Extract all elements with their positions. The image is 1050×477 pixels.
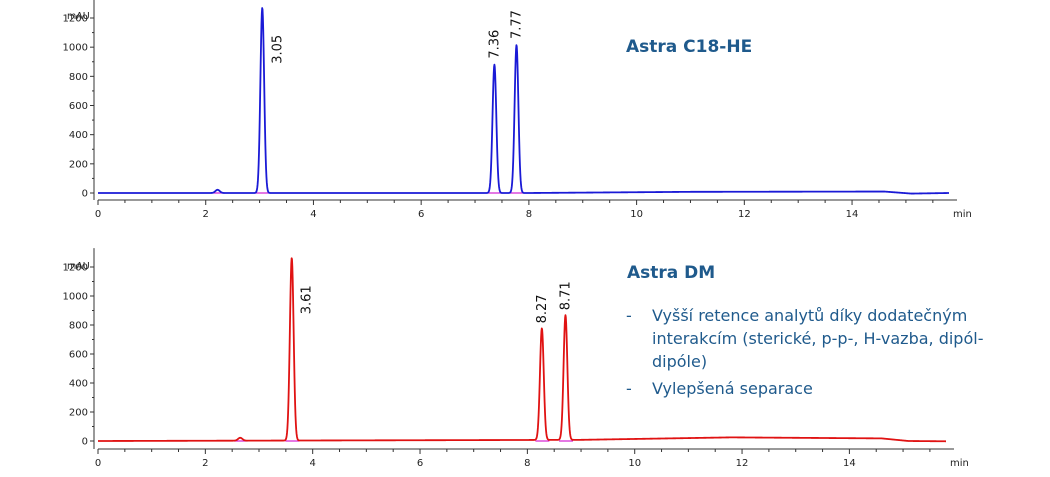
x-tick-label: 12: [738, 209, 751, 220]
x-tick-label: 6: [418, 209, 424, 220]
y-tick-label: 400: [69, 130, 88, 141]
y-tick-label: 0: [82, 437, 88, 448]
y-tick-label: 600: [69, 350, 88, 361]
y-tick-label: 1200: [63, 14, 88, 25]
note-item-separation: - Vylepšená separace: [626, 377, 1026, 401]
note-dash: -: [626, 379, 632, 398]
y-tick-label: 1200: [63, 263, 88, 274]
y-tick-label: 1000: [63, 292, 88, 303]
x-tick-label: 14: [846, 209, 859, 220]
x-axis-unit-label: min: [950, 458, 969, 469]
y-axis-unit-label: mAU: [67, 261, 90, 272]
y-tick-label: 600: [69, 101, 88, 112]
x-tick-label: 2: [203, 209, 209, 220]
y-tick-label: 1000: [63, 43, 88, 54]
x-tick-label: 6: [417, 458, 423, 469]
note-dash: -: [626, 306, 632, 325]
note-item-retention: - Vyšší retence analytů díky dodatečným …: [626, 304, 1026, 374]
peak-label: 7.77: [509, 10, 524, 39]
x-tick-label: 4: [309, 458, 315, 469]
x-tick-label: 8: [526, 209, 532, 220]
x-tick-label: 14: [843, 458, 856, 469]
x-tick-label: 2: [202, 458, 208, 469]
y-tick-label: 800: [69, 321, 88, 332]
note-text-separation: Vylepšená separace: [652, 379, 813, 398]
note-text-retention: Vyšší retence analytů díky dodatečným in…: [652, 306, 984, 371]
chromatogram-trace: [97, 7, 950, 195]
y-tick-label: 800: [69, 72, 88, 83]
peak-label: 7.36: [487, 30, 502, 59]
x-tick-label: 4: [310, 209, 316, 220]
y-axis-unit-label: mAU: [67, 11, 90, 22]
chart-title: Astra C18-HE: [626, 37, 752, 57]
y-tick-label: 0: [82, 189, 88, 200]
peak-label: 3.05: [270, 35, 285, 64]
x-tick-label: 10: [630, 209, 643, 220]
y-tick-label: 400: [69, 379, 88, 390]
chart-title: Astra DM: [627, 263, 715, 283]
peak-label: 3.61: [300, 285, 315, 314]
y-tick-label: 200: [69, 159, 88, 170]
x-tick-label: 0: [95, 209, 101, 220]
x-tick-label: 10: [628, 458, 641, 469]
x-tick-label: 8: [524, 458, 530, 469]
y-tick-label: 200: [69, 408, 88, 419]
chromatogram-trace: [97, 257, 947, 443]
x-tick-label: 0: [95, 458, 101, 469]
peak-label: 8.27: [535, 294, 550, 323]
x-axis-unit-label: min: [953, 209, 972, 220]
x-tick-label: 12: [736, 458, 749, 469]
peak-label: 8.71: [558, 281, 573, 310]
